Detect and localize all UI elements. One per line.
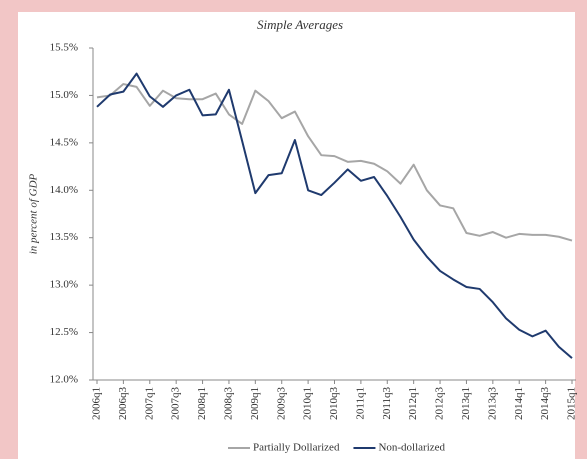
x-tick-label: 2009q3 bbox=[275, 387, 287, 421]
x-tick-label: 2014q1 bbox=[513, 387, 525, 420]
chart-title: Simple Averages bbox=[257, 17, 343, 32]
y-tick-label: 15.5% bbox=[50, 42, 78, 54]
y-tick-label: 14.5% bbox=[50, 136, 78, 148]
series-line bbox=[96, 83, 573, 242]
x-tick-label: 2014q3 bbox=[539, 387, 551, 421]
x-tick-label: 2012q3 bbox=[434, 387, 446, 421]
legend-label: Non-dollarized bbox=[378, 442, 445, 454]
y-tick-label: 15.0% bbox=[50, 89, 78, 101]
x-tick-label: 2007q1 bbox=[143, 387, 155, 420]
x-tick-label: 2012q1 bbox=[407, 387, 419, 420]
x-tick-label: 2010q1 bbox=[302, 387, 314, 420]
x-tick-label: 2011q3 bbox=[381, 387, 393, 420]
y-tick-label: 14.0% bbox=[50, 184, 78, 196]
x-tick-label: 2008q3 bbox=[222, 387, 234, 421]
x-tick-label: 2007q3 bbox=[170, 387, 182, 421]
x-tick-label: 2011q1 bbox=[354, 387, 366, 420]
x-tick-label: 2010q3 bbox=[328, 387, 340, 421]
x-tick-label: 2013q3 bbox=[486, 387, 498, 421]
series-line bbox=[96, 72, 573, 359]
y-axis-label: in percent of GDP bbox=[28, 173, 40, 254]
y-tick-label: 12.0% bbox=[50, 374, 78, 386]
x-tick-label: 2013q1 bbox=[460, 387, 472, 420]
x-tick-label: 2015q1 bbox=[566, 387, 578, 420]
x-tick-label: 2006q3 bbox=[117, 387, 129, 421]
legend-label: Partially Dollarized bbox=[253, 442, 340, 454]
y-tick-label: 13.5% bbox=[50, 231, 78, 243]
x-tick-label: 2006q1 bbox=[91, 387, 103, 420]
y-tick-label: 13.0% bbox=[50, 279, 78, 291]
x-tick-label: 2009q1 bbox=[249, 387, 261, 420]
x-tick-label: 2008q1 bbox=[196, 387, 208, 420]
y-tick-label: 12.5% bbox=[50, 326, 78, 338]
